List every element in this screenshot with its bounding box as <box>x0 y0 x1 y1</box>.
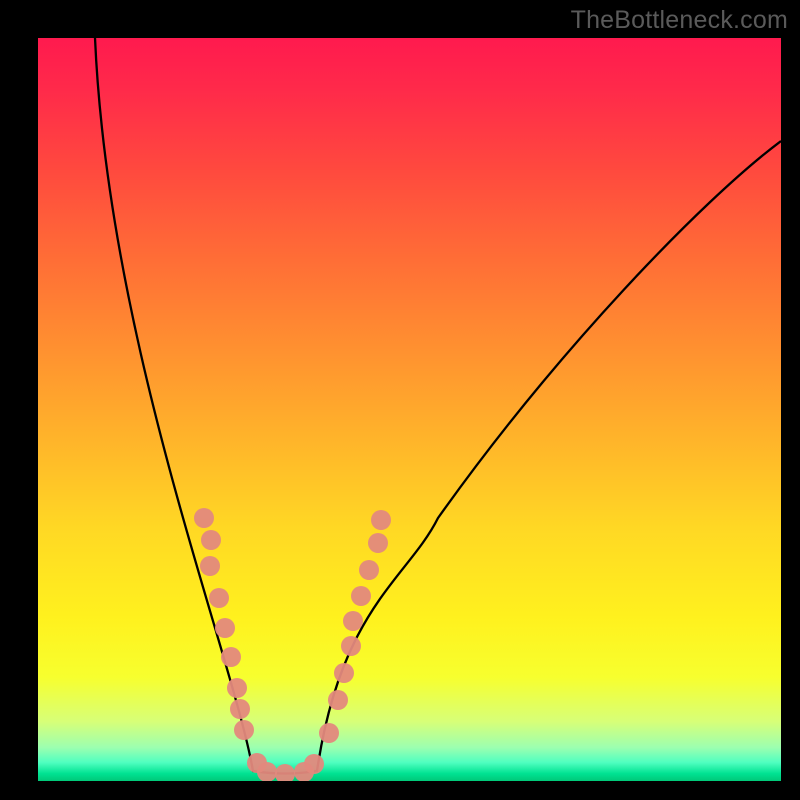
data-point <box>359 560 379 580</box>
data-point <box>227 678 247 698</box>
plot-area <box>38 38 781 781</box>
data-point <box>201 530 221 550</box>
data-point <box>294 762 314 781</box>
data-point <box>351 586 371 606</box>
data-point <box>194 508 214 528</box>
data-point <box>234 720 254 740</box>
curve-svg <box>38 38 781 781</box>
data-point <box>257 762 277 781</box>
data-point <box>215 618 235 638</box>
data-point <box>247 753 267 773</box>
data-point <box>341 636 361 656</box>
data-point <box>343 611 363 631</box>
bottleneck-curve <box>95 38 781 774</box>
chart-frame: TheBottleneck.com <box>0 0 800 800</box>
data-point <box>334 663 354 683</box>
data-point <box>304 754 324 774</box>
data-point <box>328 690 348 710</box>
data-point <box>230 699 250 719</box>
data-point <box>371 510 391 530</box>
data-point <box>319 723 339 743</box>
watermark-text: TheBottleneck.com <box>571 6 788 35</box>
data-point <box>200 556 220 576</box>
data-point <box>275 764 295 781</box>
data-point <box>209 588 229 608</box>
data-point <box>221 647 241 667</box>
data-point <box>368 533 388 553</box>
